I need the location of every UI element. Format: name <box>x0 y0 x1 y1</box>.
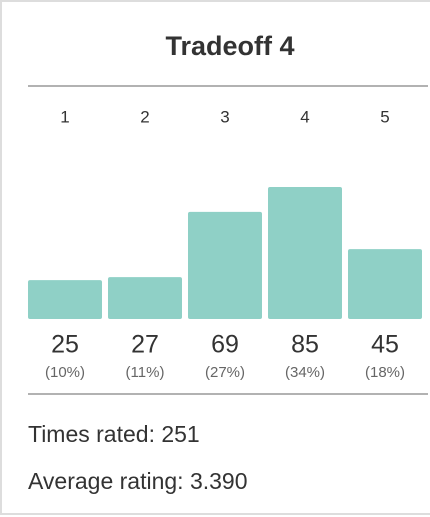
category-label: 3 <box>220 107 229 126</box>
percent-label: (27%) <box>205 364 245 381</box>
bar <box>348 249 422 319</box>
times-rated: Times rated: 251 <box>28 421 200 447</box>
bar <box>28 280 102 319</box>
count-label: 27 <box>131 331 159 359</box>
percent-label: (10%) <box>45 364 85 381</box>
percent-label: (34%) <box>285 364 325 381</box>
category-label: 1 <box>60 107 69 126</box>
bar <box>188 211 262 319</box>
count-label: 85 <box>291 331 319 359</box>
category-label: 5 <box>380 107 389 126</box>
category-label: 4 <box>300 107 309 126</box>
average-rating: Average rating: 3.390 <box>28 468 248 494</box>
category-label: 2 <box>140 107 149 126</box>
count-label: 25 <box>51 331 79 359</box>
percent-label: (11%) <box>126 364 165 381</box>
bar <box>268 187 342 319</box>
bar <box>108 277 182 319</box>
count-label: 69 <box>211 331 239 359</box>
count-label: 45 <box>371 331 399 359</box>
chart-title: Tradeoff 4 <box>165 31 294 61</box>
percent-label: (18%) <box>365 364 405 381</box>
